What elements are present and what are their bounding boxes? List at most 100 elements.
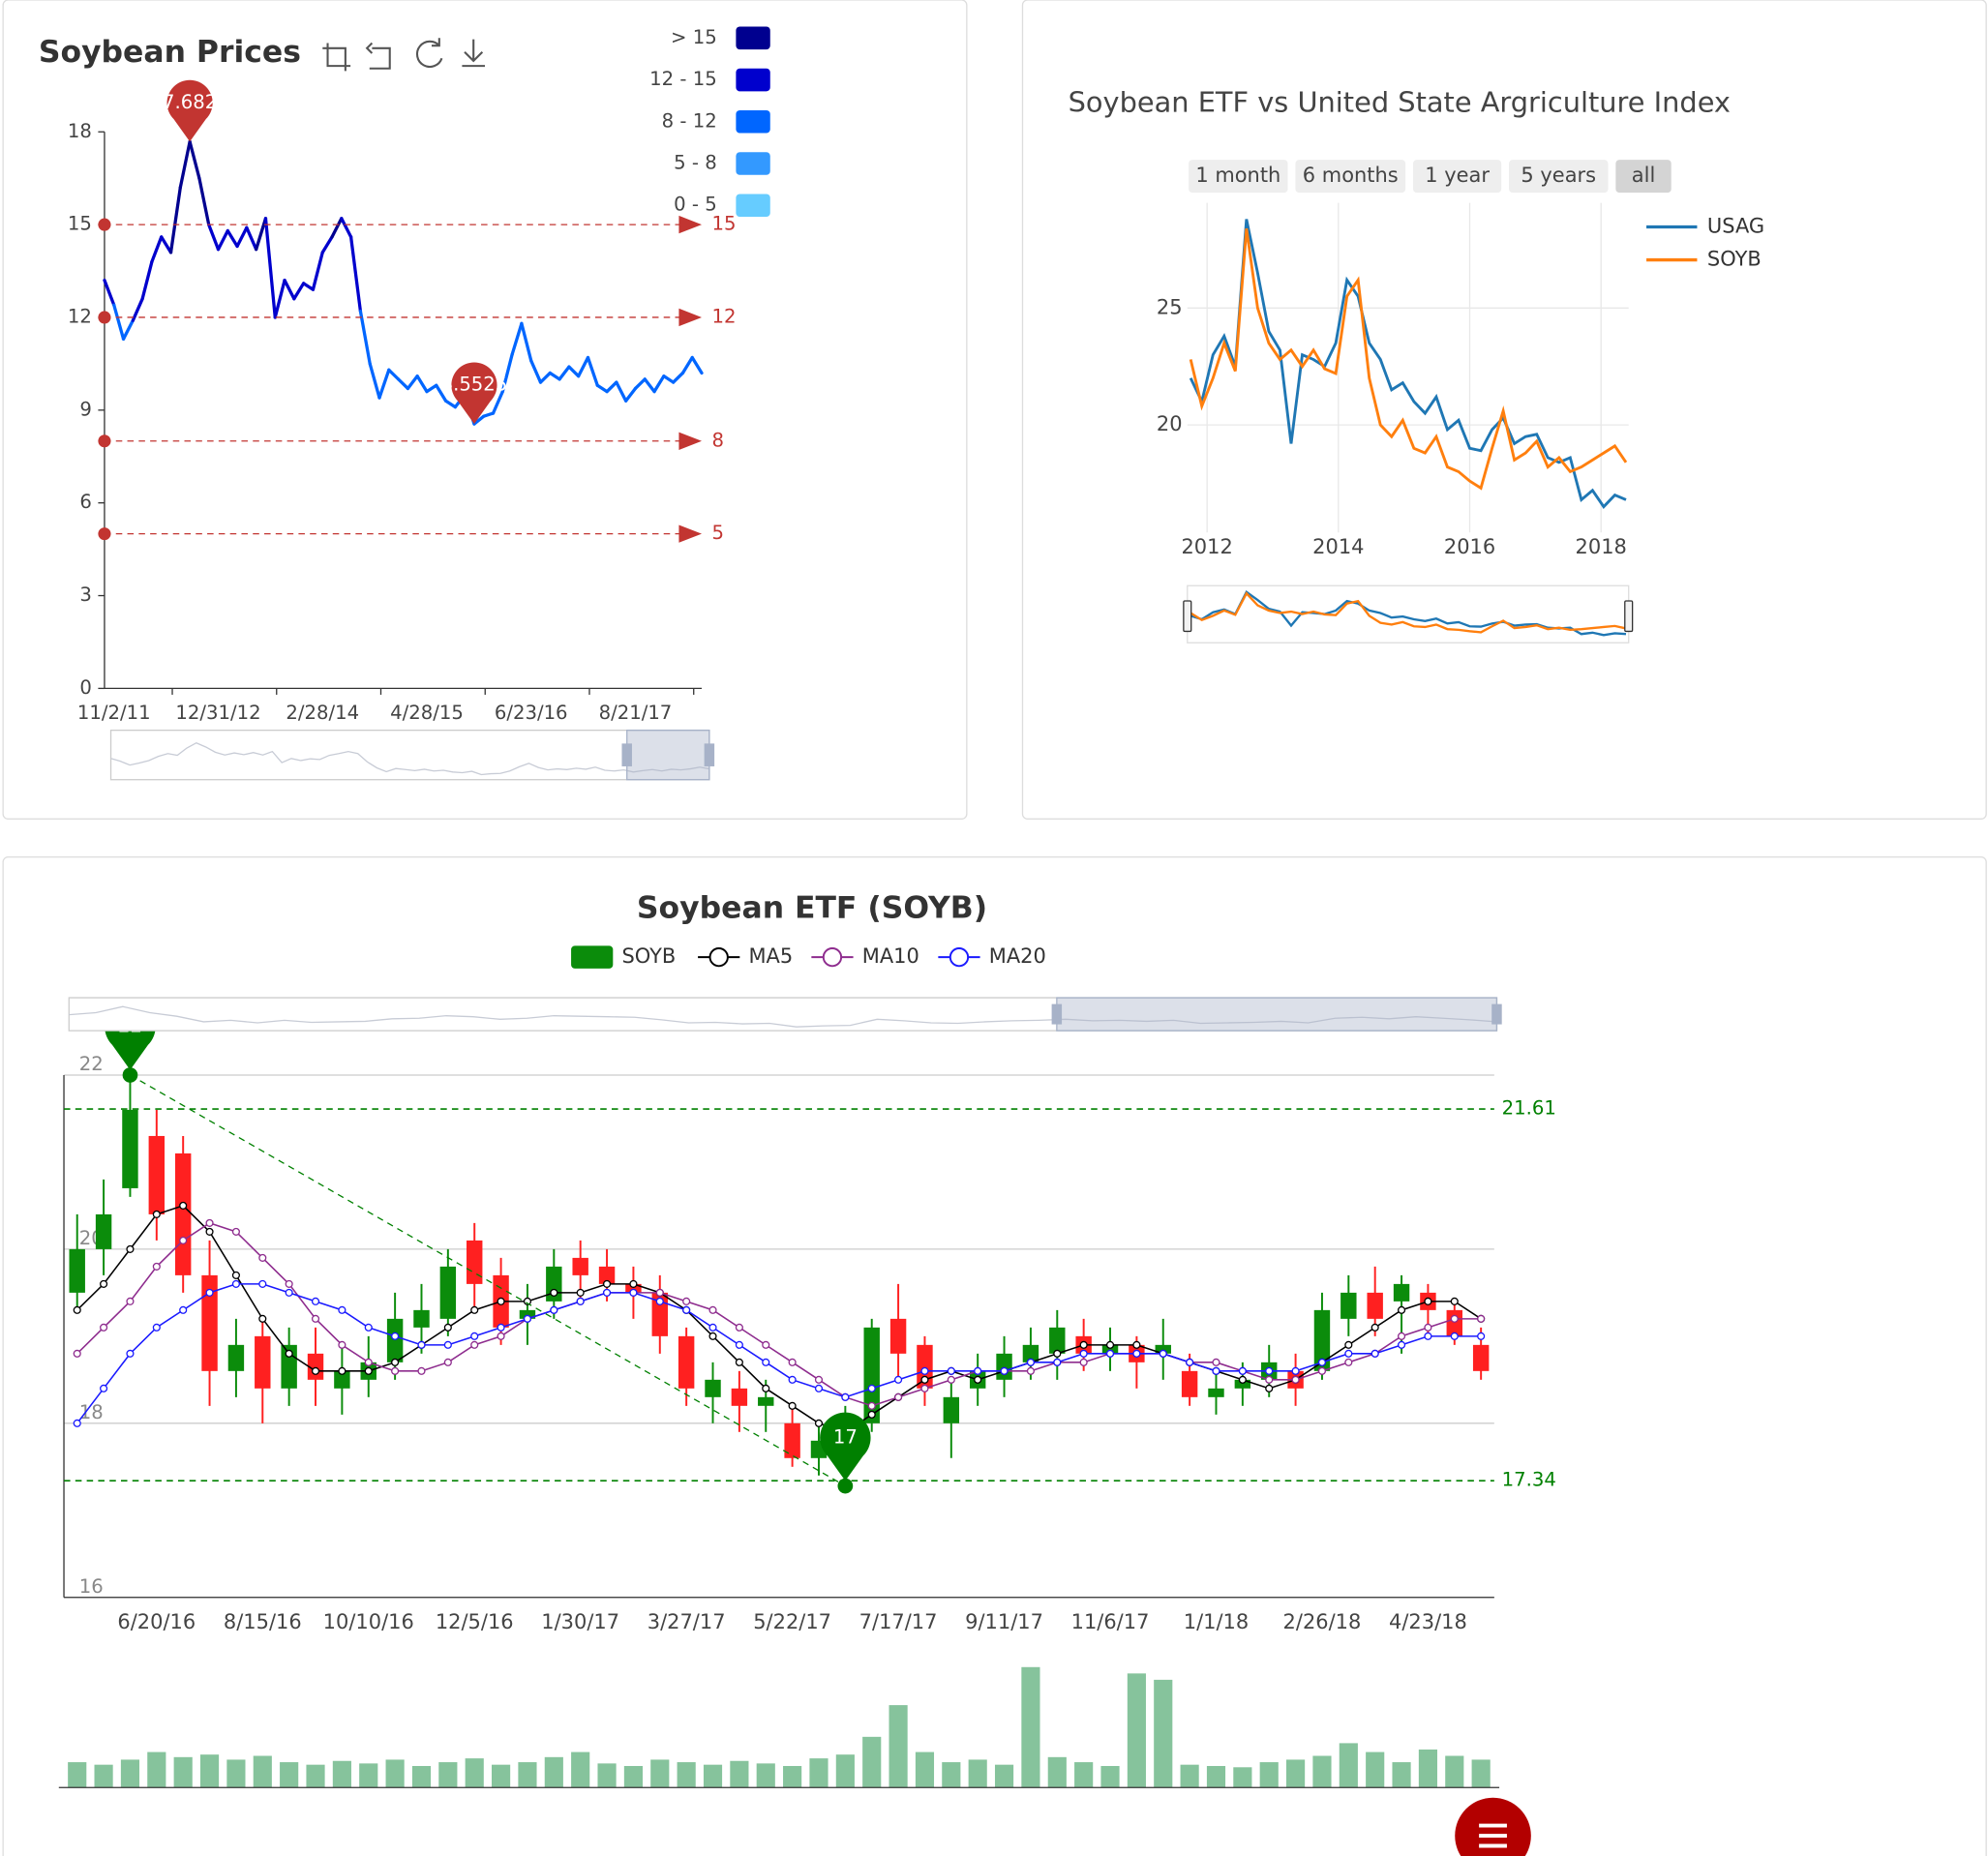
volume-bar bbox=[1471, 1759, 1491, 1788]
range-button[interactable] bbox=[1615, 160, 1672, 194]
data-zoom-handle[interactable] bbox=[1491, 1003, 1502, 1025]
ma-point bbox=[655, 1288, 664, 1297]
menu-button[interactable] bbox=[1455, 1797, 1531, 1856]
menu-icon[interactable] bbox=[1479, 1823, 1507, 1848]
line-segment bbox=[292, 282, 306, 301]
line-segment bbox=[425, 383, 438, 394]
line-segment bbox=[529, 359, 543, 384]
data-zoom-handle[interactable] bbox=[1051, 1003, 1063, 1025]
range-button-label[interactable]: 1 year bbox=[1425, 164, 1490, 187]
candle-body bbox=[69, 1248, 85, 1293]
legend-label[interactable]: MA5 bbox=[748, 944, 793, 968]
legend-swatch-dot[interactable] bbox=[822, 946, 843, 968]
range-button-label[interactable]: 5 years bbox=[1521, 164, 1596, 187]
line-segment bbox=[491, 390, 504, 415]
y-tick-label: 18 bbox=[68, 120, 92, 142]
ma-point bbox=[470, 1332, 479, 1340]
ma-point bbox=[126, 1349, 135, 1358]
volume-bar bbox=[253, 1755, 272, 1788]
visual-map-label[interactable]: 8 - 12 bbox=[662, 109, 717, 132]
line-segment bbox=[472, 414, 486, 426]
ma-point bbox=[1291, 1375, 1300, 1384]
range-button[interactable] bbox=[1295, 160, 1406, 194]
legend-label[interactable]: SOYB bbox=[621, 944, 676, 968]
data-zoom[interactable] bbox=[109, 729, 710, 781]
visual-map-swatch[interactable] bbox=[736, 152, 770, 175]
line-segment bbox=[671, 371, 685, 384]
line-segment bbox=[567, 365, 581, 378]
ma-point bbox=[1132, 1340, 1141, 1349]
ma-point bbox=[1344, 1349, 1353, 1358]
volume-bar bbox=[359, 1763, 378, 1788]
y-tick-label: 25 bbox=[1157, 295, 1183, 318]
volume-bar bbox=[518, 1762, 537, 1788]
candle-body bbox=[678, 1335, 695, 1389]
visual-map-swatch[interactable] bbox=[736, 68, 770, 92]
line-segment bbox=[387, 368, 401, 381]
ma-point bbox=[417, 1340, 426, 1349]
ma-point bbox=[258, 1253, 267, 1262]
range-button-label[interactable]: all bbox=[1632, 164, 1655, 187]
legend-swatch[interactable] bbox=[571, 945, 614, 969]
ma-point bbox=[205, 1218, 214, 1227]
candle-body bbox=[174, 1153, 192, 1275]
ma-point bbox=[73, 1419, 81, 1427]
volume-bar bbox=[835, 1754, 855, 1788]
mark-line-start bbox=[98, 434, 111, 448]
back-icon[interactable] bbox=[365, 42, 391, 70]
ma-point bbox=[1344, 1358, 1353, 1366]
volume-bar bbox=[1233, 1767, 1252, 1788]
max-min-line bbox=[130, 1074, 846, 1487]
volume-bar bbox=[1047, 1756, 1067, 1788]
candle-body bbox=[227, 1344, 245, 1371]
data-zoom-window[interactable] bbox=[626, 729, 710, 781]
candle-body bbox=[255, 1335, 271, 1389]
line-segment bbox=[557, 365, 571, 381]
volume-bar bbox=[94, 1764, 113, 1788]
data-zoom-handle[interactable] bbox=[704, 743, 715, 766]
line-segment bbox=[482, 411, 496, 418]
data-zoom-window[interactable] bbox=[1056, 997, 1498, 1032]
legend-swatch-dot[interactable] bbox=[708, 946, 729, 968]
line-segment bbox=[586, 355, 599, 387]
save-icon[interactable] bbox=[462, 39, 485, 68]
range-slider[interactable] bbox=[1187, 584, 1630, 644]
ma-point bbox=[417, 1366, 426, 1375]
range-slider-handle[interactable] bbox=[1624, 600, 1634, 633]
line-segment bbox=[435, 383, 448, 403]
x-tick-label: 11/6/17 bbox=[1071, 1610, 1150, 1633]
range-button-label[interactable]: 6 months bbox=[1303, 164, 1399, 187]
line-segment bbox=[263, 217, 277, 319]
legend-label[interactable]: MA20 bbox=[989, 944, 1046, 968]
ma-point bbox=[602, 1288, 612, 1297]
chart-title: Soybean ETF vs United State Argriculture… bbox=[1069, 85, 1731, 118]
x-tick-label: 6/20/16 bbox=[117, 1610, 196, 1633]
mark-line-label: 8 bbox=[712, 429, 725, 451]
range-button-label[interactable]: 1 month bbox=[1195, 164, 1280, 187]
volume-bar bbox=[730, 1760, 749, 1788]
range-button[interactable] bbox=[1509, 160, 1609, 194]
ma-point bbox=[152, 1262, 161, 1271]
visual-map-label[interactable]: 5 - 8 bbox=[674, 152, 717, 174]
range-button[interactable] bbox=[1189, 160, 1288, 194]
ma-point bbox=[867, 1410, 876, 1419]
restore-icon[interactable] bbox=[415, 38, 443, 69]
volume-bar bbox=[544, 1756, 563, 1788]
ma-point bbox=[788, 1358, 797, 1366]
data-zoom-handle[interactable] bbox=[621, 743, 632, 766]
visual-map-swatch[interactable] bbox=[736, 194, 770, 218]
visual-map-swatch[interactable] bbox=[736, 109, 770, 134]
range-button[interactable] bbox=[1412, 160, 1502, 194]
series-line bbox=[1189, 219, 1627, 509]
legend-swatch-dot[interactable] bbox=[949, 946, 970, 968]
volume-bar bbox=[226, 1759, 246, 1788]
range-slider-handle[interactable] bbox=[1183, 600, 1192, 633]
legend-label[interactable]: MA10 bbox=[862, 944, 919, 968]
visual-map-label[interactable]: 12 - 15 bbox=[649, 68, 717, 90]
visual-map-swatch[interactable] bbox=[736, 26, 770, 50]
zoom-icon[interactable] bbox=[322, 43, 351, 72]
visual-map-label[interactable]: > 15 bbox=[671, 26, 717, 48]
mark-line-start bbox=[98, 527, 111, 541]
candle-body bbox=[386, 1318, 404, 1362]
visual-map-label[interactable]: 0 - 5 bbox=[674, 194, 717, 216]
